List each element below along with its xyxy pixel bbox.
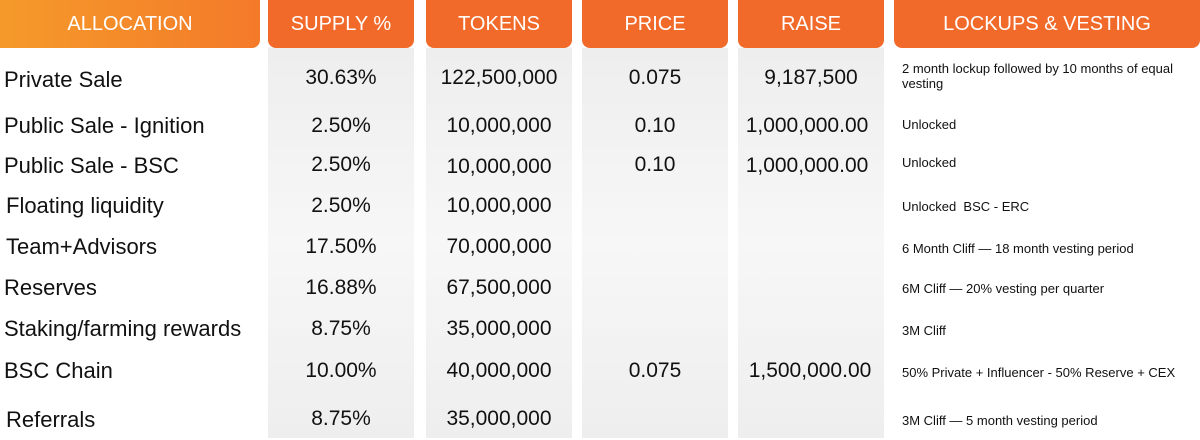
column-bg-raise: [738, 48, 884, 438]
cell-supply: 30.63%: [305, 66, 377, 89]
cell-price: 0.10: [634, 114, 676, 137]
column-bg-tokens: [426, 48, 572, 438]
header-allocation: ALLOCATION: [0, 0, 260, 48]
cell-raise: [738, 227, 884, 267]
cell-price: [582, 268, 728, 308]
cell-tokens: 122,500,000: [440, 66, 558, 89]
cell-allocation: BSC Chain: [4, 358, 113, 383]
header-price: PRICE: [582, 0, 728, 48]
header-lockups: LOCKUPS & VESTING: [894, 0, 1200, 48]
cell-tokens: 10,000,000: [446, 114, 552, 137]
cell-price: [582, 227, 728, 267]
cell-price: 0.10: [634, 153, 676, 176]
cell-price: [582, 399, 728, 439]
cell-supply: 8.75%: [311, 317, 371, 340]
cell-price: 0.075: [628, 359, 682, 382]
cell-lockups: Unlocked BSC - ERC: [902, 198, 1030, 214]
cell-lockups: Unlocked: [902, 116, 957, 132]
cell-supply: 17.50%: [305, 235, 377, 258]
cell-price: [582, 186, 728, 226]
cell-allocation: Private Sale: [4, 67, 123, 92]
cell-tokens: 35,000,000: [446, 407, 552, 430]
cell-supply: 16.88%: [305, 276, 377, 299]
cell-lockups: 3M Cliff — 5 month vesting period: [902, 412, 1098, 428]
header-supply: SUPPLY %: [268, 0, 414, 48]
cell-lockups: 6M Cliff — 20% vesting per quarter: [902, 280, 1105, 296]
header-tokens: TOKENS: [426, 0, 572, 48]
cell-allocation: Reserves: [4, 275, 97, 300]
cell-allocation: Staking/farming rewards: [4, 316, 242, 341]
cell-lockups: Unlocked: [902, 154, 957, 170]
cell-supply: 2.50%: [311, 194, 371, 217]
cell-supply: 2.50%: [311, 114, 371, 137]
cell-price: 0.075: [628, 66, 682, 89]
cell-price: [582, 309, 728, 349]
cell-lockups: 3M Cliff: [902, 322, 946, 338]
cell-tokens: 10,000,000: [446, 155, 552, 178]
cell-raise: 9,187,500: [764, 66, 858, 89]
cell-supply: 8.75%: [311, 407, 371, 430]
cell-tokens: 35,000,000: [446, 317, 552, 340]
cell-raise: [738, 186, 884, 226]
cell-raise: [738, 268, 884, 308]
column-bg-supply: [268, 48, 414, 438]
cell-supply: 2.50%: [311, 153, 371, 176]
cell-allocation: Public Sale - BSC: [4, 153, 179, 178]
cell-tokens: 70,000,000: [446, 235, 552, 258]
cell-lockups: 50% Private + Influencer - 50% Reserve +…: [902, 364, 1176, 380]
cell-raise: 1,000,000.00: [745, 114, 869, 137]
cell-raise: [738, 399, 884, 439]
cell-tokens: 40,000,000: [446, 359, 552, 382]
cell-tokens: 10,000,000: [446, 194, 552, 217]
cell-supply: 10.00%: [305, 359, 377, 382]
cell-lockups: 2 month lockup followed by 10 months of …: [902, 61, 1174, 91]
header-raise: RAISE: [738, 0, 884, 48]
cell-raise: 1,000,000.00: [745, 154, 869, 177]
cell-allocation: Public Sale - Ignition: [4, 113, 205, 138]
cell-raise: 1,500,000.00: [748, 359, 872, 382]
cell-lockups: 6 Month Cliff — 18 month vesting period: [902, 240, 1134, 256]
cell-tokens: 67,500,000: [446, 276, 552, 299]
cell-allocation: Referrals: [6, 407, 96, 432]
column-bg-price: [582, 48, 728, 438]
cell-raise: [738, 309, 884, 349]
cell-allocation: Team+Advisors: [6, 234, 158, 259]
cell-allocation: Floating liquidity: [6, 193, 164, 218]
